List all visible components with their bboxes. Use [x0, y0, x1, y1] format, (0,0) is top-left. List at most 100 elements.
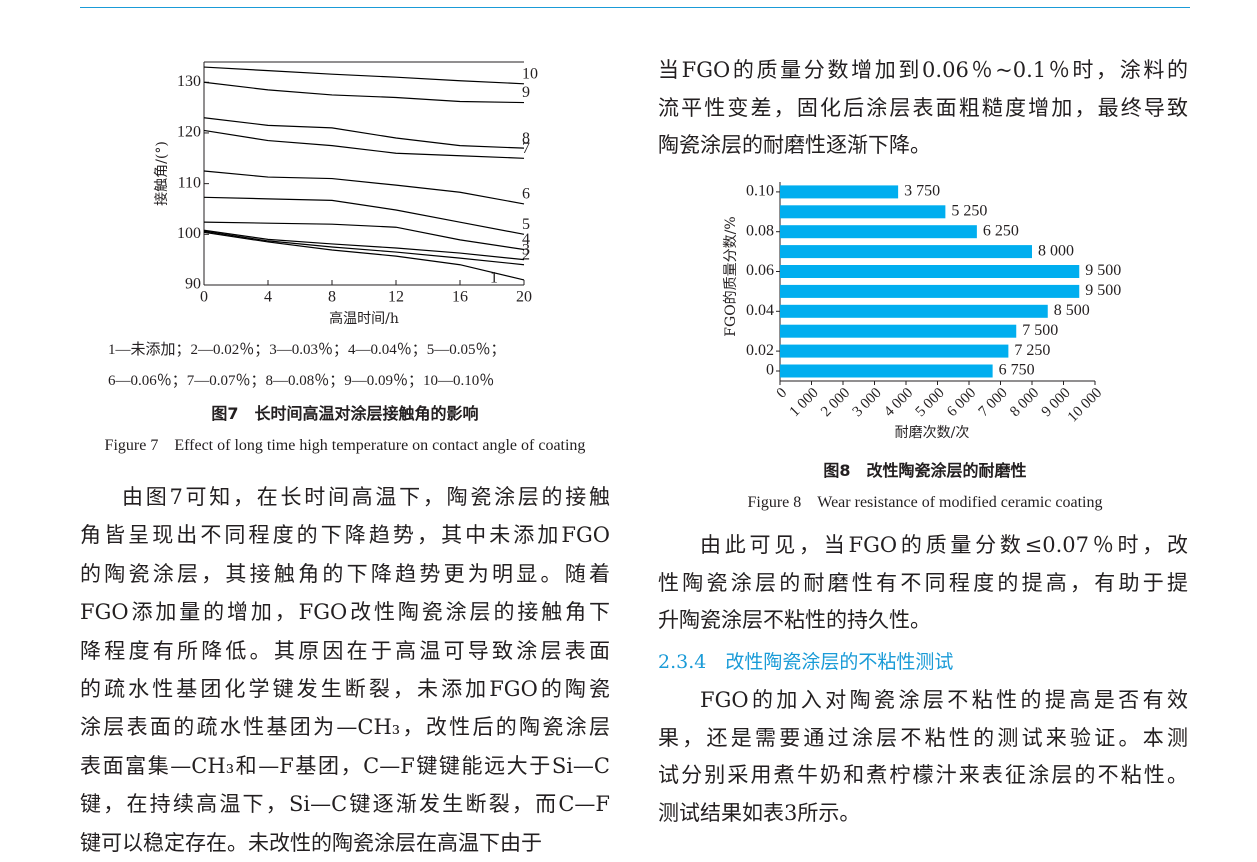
figure-legend-line: 6—0.06％；7—0.07％；8—0.08％；9—0.09％；10—0.10％ — [108, 373, 495, 389]
series-label: 8 — [522, 130, 530, 147]
text-line: 性陶瓷涂层的耐磨性有不同程度的提高，有助于提 — [658, 570, 1188, 595]
y-tick-label: 0.04 — [746, 302, 774, 319]
value-label: 7 500 — [1022, 322, 1058, 339]
y-tick-label: 0.02 — [746, 342, 774, 359]
value-label: 5 250 — [951, 202, 987, 219]
series-label: 7 — [522, 140, 530, 157]
section-heading: 2.3.4 改性陶瓷涂层的不粘性测试 — [658, 651, 954, 673]
y-tick-label: 0.10 — [746, 183, 774, 200]
data-line — [203, 231, 525, 281]
x-tick-label: 2 000 — [818, 385, 853, 420]
header-rule — [80, 7, 1190, 8]
series-label: 6 — [522, 186, 530, 203]
figure-caption: 图7 长时间高温对涂层接触角的影响 — [211, 404, 479, 423]
x-tick-label: 10 000 — [1065, 385, 1105, 425]
x-tick-label: 8 — [328, 289, 336, 306]
x-tick-label: 3 000 — [850, 385, 885, 420]
x-tick-label: 5 000 — [913, 385, 948, 420]
data-line — [203, 229, 525, 261]
y-tick-label: 130 — [177, 73, 201, 90]
text-line: FGO的加入对陶瓷涂层不粘性的提高是否有效 — [700, 688, 1188, 712]
x-axis-label: 高温时间/h — [329, 310, 399, 327]
bar — [780, 344, 1009, 358]
value-label: 6 250 — [983, 222, 1019, 239]
text-line: 陶瓷涂层的耐磨性逐渐下降。 — [658, 133, 931, 157]
y-tick-label: 0 — [766, 362, 774, 379]
figure-legend-line: 1—未添加；2—0.02％；3—0.03％；4—0.04％；5—0.05％； — [108, 342, 506, 358]
data-line — [203, 66, 525, 85]
text-line: 试分别采用煮牛奶和煮柠檬汁来表征涂层的不粘性。 — [658, 763, 1188, 788]
series-label: 4 — [522, 231, 530, 248]
y-tick-label: 90 — [185, 276, 201, 293]
text-line: 键，在持续高温下，Si—C键逐渐发生断裂，而C—F — [80, 792, 610, 817]
figure-caption-en: Figure 8 Wear resistance of modified cer… — [747, 494, 1103, 511]
value-label: 9 500 — [1085, 282, 1121, 299]
x-tick-label: 12 — [388, 289, 404, 306]
text-line: 流平性变差，固化后涂层表面粗糙度增加，最终导致 — [658, 95, 1188, 120]
text-line: 的陶瓷涂层，其接触角的下降趋势更为明显。随着 — [80, 561, 610, 586]
text-line: 由图7可知，在长时间高温下，陶瓷涂层的接触 — [122, 485, 610, 509]
text-line: 表面富集—CH₃和—F基团，C—F键键能远大于Si—C — [80, 753, 610, 778]
text-line: 角皆呈现出不同程度的下降趋势，其中未添加FGO — [80, 523, 610, 548]
value-label: 8 000 — [1038, 242, 1074, 259]
bar — [780, 364, 993, 378]
data-line — [203, 196, 525, 235]
x-tick-label: 6 000 — [944, 385, 979, 420]
data-line — [203, 230, 525, 266]
data-line — [203, 81, 525, 104]
x-tick-label: 0 — [774, 385, 791, 402]
value-label: 7 250 — [1014, 342, 1050, 359]
x-tick-label: 4 000 — [881, 385, 916, 420]
data-line — [203, 221, 525, 251]
bar — [780, 265, 1080, 278]
bar — [780, 284, 1080, 298]
bar — [780, 185, 899, 199]
value-label: 6 750 — [999, 362, 1035, 379]
text-line: 键可以稳定存在。未改性的陶瓷涂层在高温下由于 — [80, 830, 542, 855]
text-line: 升陶瓷涂层不粘性的持久性。 — [658, 608, 931, 632]
y-tick-label: 0.06 — [746, 262, 774, 279]
text-line: 由此可见，当FGO的质量分数≤0.07％时，改 — [700, 533, 1188, 557]
y-tick-label: 120 — [177, 124, 201, 141]
data-line — [203, 129, 525, 159]
value-label: 9 500 — [1085, 262, 1121, 279]
text-line: FGO添加量的增加，FGO改性陶瓷涂层的接触角下 — [80, 600, 610, 625]
text-line: 测试结果如表3所示。 — [658, 800, 861, 825]
text-line: 的疏水性基团化学键发生断裂，未添加FGO的陶瓷 — [80, 677, 610, 701]
x-tick-label: 1 000 — [787, 385, 822, 420]
bar — [780, 205, 946, 219]
x-tick-label: 4 — [264, 289, 272, 306]
y-tick-label: 110 — [178, 174, 201, 191]
text-line: 果，还是需要通过涂层不粘性的测试来验证。本测 — [658, 725, 1188, 750]
figure-caption: 图8 改性陶瓷涂层的耐磨性 — [823, 461, 1027, 480]
series-label: 10 — [522, 65, 538, 82]
data-line — [203, 170, 525, 205]
series-label: 3 — [522, 241, 530, 258]
x-tick-label: 20 — [516, 289, 532, 306]
x-tick-label: 8 000 — [1007, 385, 1042, 420]
bar — [780, 304, 1048, 318]
series-label: 1 — [490, 270, 498, 287]
text-line: 当FGO的质量分数增加到0.06％~0.1％时，涂料的 — [658, 58, 1188, 82]
x-tick-label: 7 000 — [976, 385, 1011, 420]
series-label: 5 — [522, 216, 530, 233]
figure-caption-en: Figure 7 Effect of long time high temper… — [104, 437, 586, 454]
y-axis-label: 接触角/(°) — [153, 141, 170, 206]
series-label: 9 — [522, 84, 530, 101]
y-tick-label: 100 — [177, 225, 201, 242]
series-label: 2 — [522, 246, 530, 263]
value-label: 3 750 — [904, 183, 940, 200]
bar — [780, 324, 1017, 338]
x-axis-label: 耐磨次数/次 — [895, 425, 970, 441]
y-axis-label: FGO的质量分数/% — [723, 216, 739, 336]
x-tick-label: 0 — [200, 289, 208, 306]
bar — [780, 225, 977, 239]
y-tick-label: 0.08 — [746, 222, 774, 239]
bar — [780, 245, 1032, 259]
value-label: 8 500 — [1054, 302, 1090, 319]
x-tick-label: 16 — [452, 289, 468, 306]
text-line: 降程度有所降低。其原因在于高温可导致涂层表面 — [80, 638, 610, 663]
data-line — [203, 117, 525, 149]
